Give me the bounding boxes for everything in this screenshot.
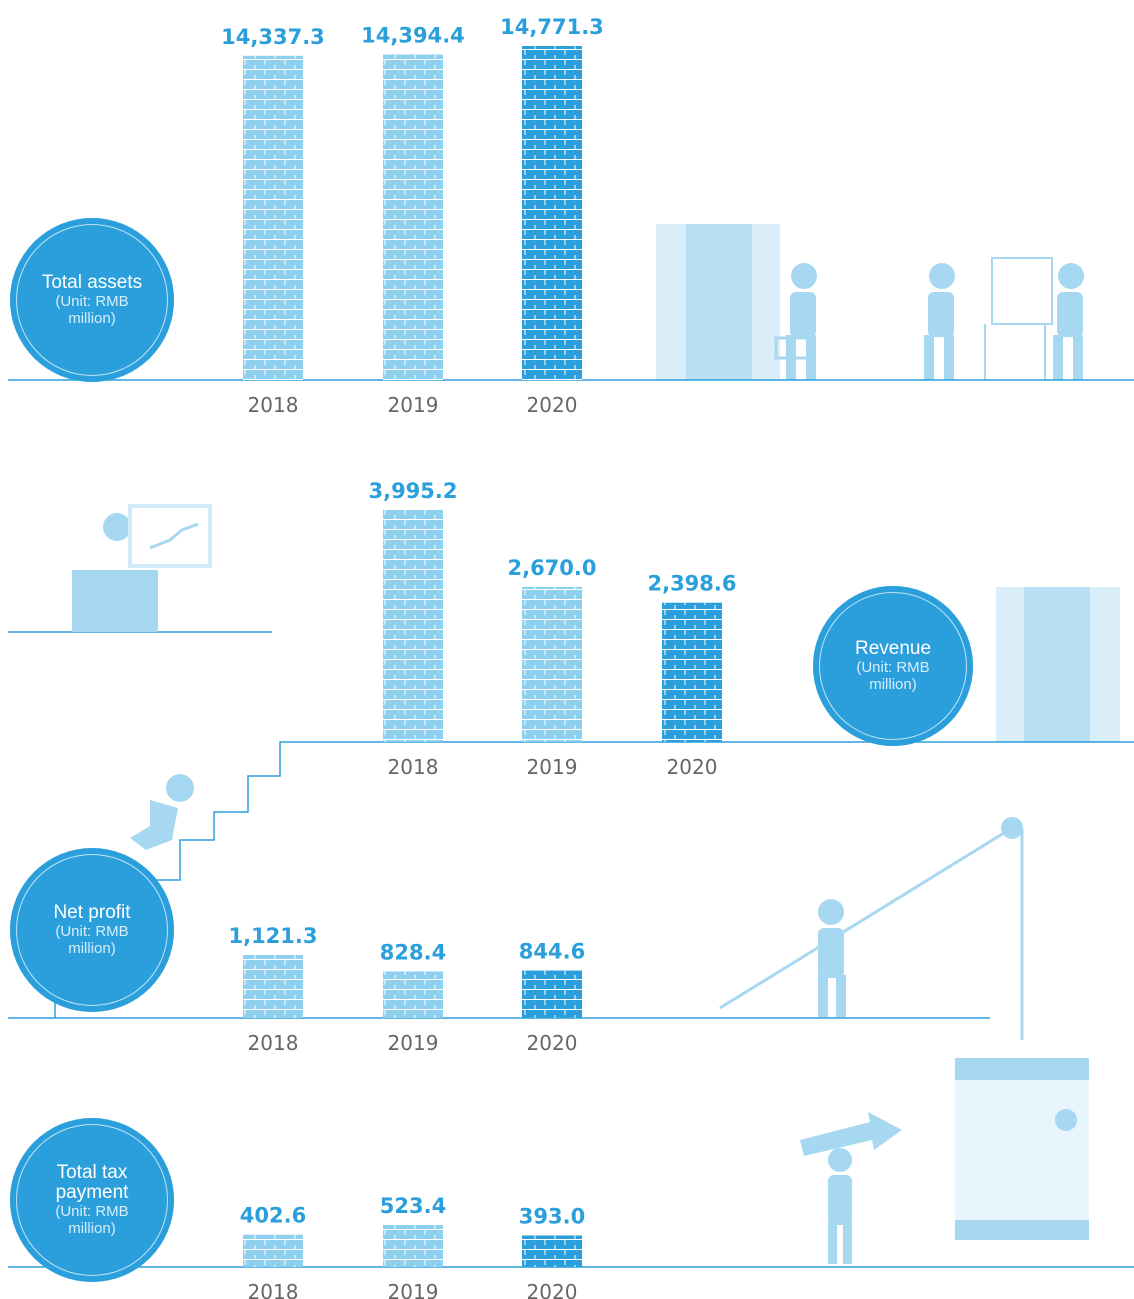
bar-texture: [522, 971, 582, 1018]
category-label: 2019: [527, 755, 578, 779]
bar-group: [522, 587, 582, 742]
value-label: 3,995.2: [368, 479, 457, 503]
category-label: 2020: [667, 755, 718, 779]
bar-group: [522, 971, 582, 1018]
bar-group: [243, 1235, 303, 1267]
page: 14,337.3 2018 14,394.4 2019 14,771.3 2020 3,99…: [0, 0, 1134, 1299]
bar-group: [662, 603, 722, 742]
category-label: 2020: [527, 393, 578, 417]
bar-group: [522, 46, 582, 380]
category-label: 2018: [248, 1031, 299, 1055]
bar-texture: [243, 1235, 303, 1267]
title-circle: Revenue(Unit: RMB million): [813, 586, 973, 746]
bar-group: [383, 510, 443, 742]
value-label: 393.0: [519, 1204, 585, 1228]
bar-texture: [522, 587, 582, 742]
value-label: 402.6: [240, 1204, 306, 1228]
category-label: 2019: [388, 393, 439, 417]
chart-subtitle: (Unit: RMB million): [42, 293, 142, 327]
bar-texture: [383, 971, 443, 1018]
value-label: 2,670.0: [507, 556, 596, 580]
bar-group: [383, 971, 443, 1018]
value-label: 2,398.6: [647, 572, 736, 596]
bar-texture: [383, 1225, 443, 1267]
bar-group: [383, 55, 443, 380]
bar-texture: [243, 955, 303, 1018]
value-label: 14,394.4: [361, 24, 465, 48]
value-label: 828.4: [380, 940, 446, 964]
chart-title: Revenue: [838, 639, 948, 659]
bar-group: [383, 1225, 443, 1267]
category-label: 2018: [248, 1280, 299, 1299]
bar-texture: [522, 46, 582, 380]
category-label: 2019: [388, 1280, 439, 1299]
bar-group: [522, 1235, 582, 1267]
category-label: 2018: [388, 755, 439, 779]
category-label: 2020: [527, 1031, 578, 1055]
bar-texture: [662, 603, 722, 742]
bar-group: [243, 955, 303, 1018]
bar-texture: [243, 56, 303, 380]
chart-title: Total assets: [37, 273, 147, 293]
bar-texture: [383, 510, 443, 742]
chart-subtitle: (Unit: RMB million): [42, 923, 142, 957]
chart-subtitle: (Unit: RMB million): [843, 659, 943, 693]
category-label: 2019: [388, 1031, 439, 1055]
chart-title: Total tax payment: [37, 1163, 147, 1203]
category-label: 2018: [248, 393, 299, 417]
title-circle: Total assets(Unit: RMB million): [10, 218, 174, 382]
value-label: 14,337.3: [221, 25, 325, 49]
chart-subtitle: (Unit: RMB million): [42, 1203, 142, 1237]
title-circle: Total tax payment(Unit: RMB million): [10, 1118, 174, 1282]
value-label: 523.4: [380, 1194, 446, 1218]
bar-texture: [383, 55, 443, 380]
chart-title: Net profit: [37, 903, 147, 923]
value-label: 1,121.3: [228, 924, 317, 948]
bar-group: [243, 56, 303, 380]
bar-texture: [522, 1235, 582, 1267]
category-label: 2020: [527, 1280, 578, 1299]
value-label: 844.6: [519, 940, 585, 964]
value-label: 14,771.3: [500, 15, 604, 39]
title-circle: Net profit(Unit: RMB million): [10, 848, 174, 1012]
